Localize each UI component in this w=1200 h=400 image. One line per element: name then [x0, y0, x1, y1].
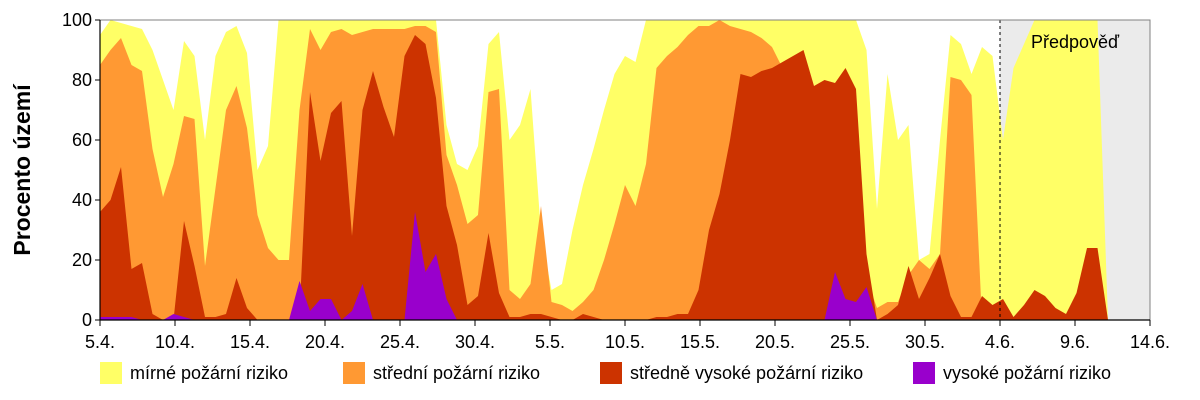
y-tick-label: 20: [72, 250, 92, 270]
y-tick-label: 80: [72, 70, 92, 90]
x-tick-label: 30.4.: [455, 332, 495, 352]
legend-label: vysoké požární riziko: [943, 363, 1111, 383]
area-series-group: [100, 20, 1150, 320]
y-tick-label: 0: [82, 310, 92, 330]
legend-label: střední požární riziko: [373, 363, 540, 383]
legend-swatch: [100, 362, 122, 384]
area-vysoké-požární-riziko: [100, 212, 1150, 320]
axes-group: 0 20 40 60 80 100 5.4. 10.4. 15.4. 20.4. 25.4. 30.4…: [62, 10, 1170, 352]
legend-swatch: [913, 362, 935, 384]
x-tick-label: 25.5.: [830, 332, 870, 352]
legend-swatch: [600, 362, 622, 384]
y-tick-label: 60: [72, 130, 92, 150]
x-tick-label: 15.5.: [680, 332, 720, 352]
x-tick-label: 20.4.: [305, 332, 345, 352]
y-tick-label: 40: [72, 190, 92, 210]
x-tick-label: 5.4.: [85, 332, 115, 352]
x-tick-label: 5.5.: [535, 332, 565, 352]
legend-swatch: [343, 362, 365, 384]
forecast-label: Předpověď: [1031, 32, 1120, 52]
x-tick-label: 10.5.: [605, 332, 645, 352]
x-tick-label: 4.6.: [985, 332, 1015, 352]
x-tick-label: 10.4.: [155, 332, 195, 352]
area-středně-vysoké-požární-riziko: [100, 35, 1150, 320]
legend-label: mírné požární riziko: [130, 363, 288, 383]
legend: mírné požární riziko střední požární rizi…: [100, 362, 1111, 384]
x-tick-label: 9.6.: [1060, 332, 1090, 352]
x-tick-label: 25.4.: [380, 332, 420, 352]
y-tick-label: 100: [62, 10, 92, 30]
legend-label: středně vysoké požární riziko: [630, 363, 863, 383]
y-axis-label: Procento území: [9, 83, 35, 256]
x-tick-label: 15.4.: [230, 332, 270, 352]
x-tick-label: 20.5.: [755, 332, 795, 352]
x-tick-label: 14.6.: [1130, 332, 1170, 352]
x-tick-label: 30.5.: [905, 332, 945, 352]
